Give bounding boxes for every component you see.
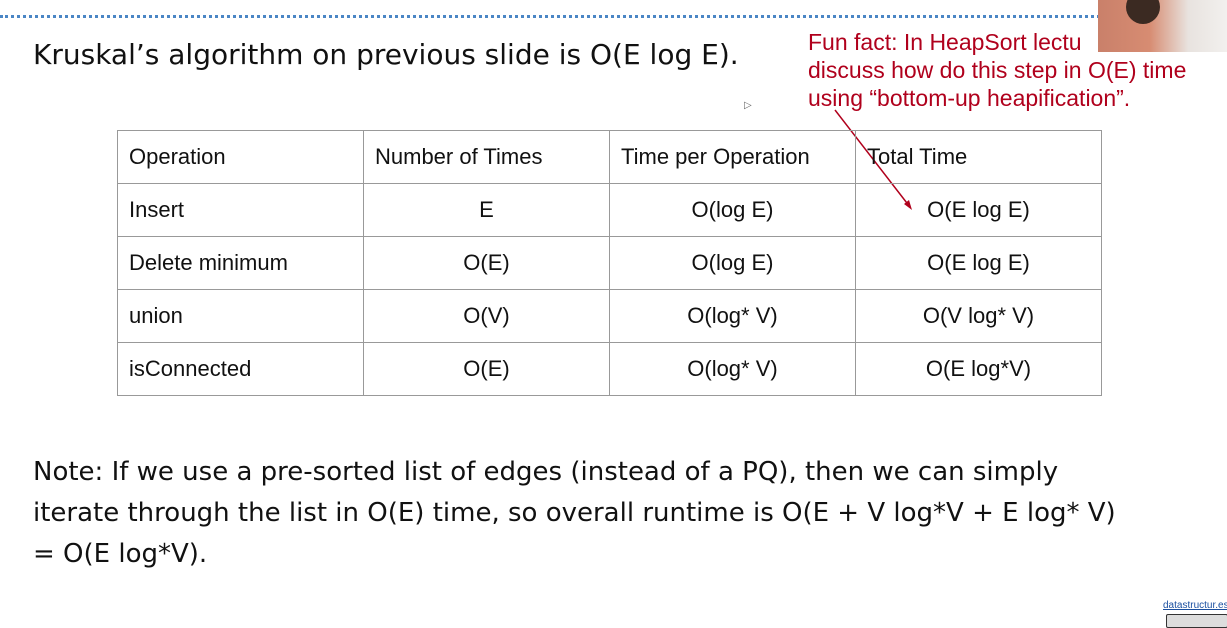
cell: E xyxy=(363,183,610,237)
cell: O(E log E) xyxy=(855,183,1102,237)
header-cell: Total Time xyxy=(855,130,1102,184)
fun-fact-line: using “bottom-up heapification”. xyxy=(808,85,1131,111)
cell: O(log E) xyxy=(609,236,856,290)
cell: Insert xyxy=(117,183,364,237)
header-cell: Time per Operation xyxy=(609,130,856,184)
table-row: Delete minimum O(E) O(log E) O(E log E) xyxy=(117,236,1102,290)
cell: union xyxy=(117,289,364,343)
cell: O(log E) xyxy=(609,183,856,237)
cell: O(V log* V) xyxy=(855,289,1102,343)
cell: O(E log E) xyxy=(855,236,1102,290)
note-line: = O(E log*V). xyxy=(33,539,208,569)
mouse-cursor-icon: ▷ xyxy=(744,100,752,111)
cell: Delete minimum xyxy=(117,236,364,290)
cell: O(E) xyxy=(363,342,610,396)
table-row: Insert E O(log E) O(E log E) xyxy=(117,183,1102,237)
note-text: Note: If we use a pre-sorted list of edg… xyxy=(33,452,1203,575)
footer-link[interactable]: datastructur.es xyxy=(1163,600,1227,611)
note-line: iterate through the list in O(E) time, s… xyxy=(33,498,1116,528)
header-cell: Number of Times xyxy=(363,130,610,184)
cell: O(V) xyxy=(363,289,610,343)
cell: O(log* V) xyxy=(609,289,856,343)
cell: O(E log*V) xyxy=(855,342,1102,396)
cell: O(E) xyxy=(363,236,610,290)
table-row: union O(V) O(log* V) O(V log* V) xyxy=(117,289,1102,343)
cell: isConnected xyxy=(117,342,364,396)
fun-fact-line: Fun fact: In HeapSort lectu xyxy=(808,29,1082,55)
fun-fact-line: discuss how do this step in O(E) time xyxy=(808,57,1187,83)
slide-title: Kruskal’s algorithm on previous slide is… xyxy=(33,38,739,71)
note-line: Note: If we use a pre-sorted list of edg… xyxy=(33,457,1059,487)
fun-fact-annotation: Fun fact: In HeapSort lectu discuss how … xyxy=(808,28,1186,112)
table-row: isConnected O(E) O(log* V) O(E log*V) xyxy=(117,342,1102,396)
table-header-row: Operation Number of Times Time per Opera… xyxy=(117,130,1102,184)
cell: O(log* V) xyxy=(609,342,856,396)
dotted-divider xyxy=(0,15,1100,18)
runtime-table: Operation Number of Times Time per Opera… xyxy=(117,130,1102,396)
webcam-overlay xyxy=(1098,0,1227,52)
header-cell: Operation xyxy=(117,130,364,184)
